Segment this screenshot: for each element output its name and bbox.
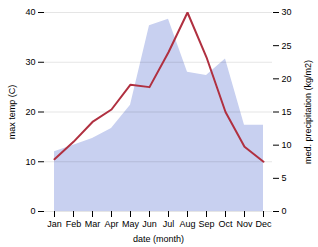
- svg-text:Dec: Dec: [255, 219, 272, 229]
- svg-text:Jul: Jul: [163, 219, 175, 229]
- svg-text:Oct: Oct: [218, 219, 233, 229]
- svg-text:date (month): date (month): [133, 234, 184, 244]
- svg-text:max temp (C): max temp (C): [7, 85, 17, 140]
- svg-text:Jun: Jun: [142, 219, 157, 229]
- svg-text:Jan: Jan: [47, 219, 62, 229]
- svg-text:Nov: Nov: [236, 219, 253, 229]
- svg-text:Feb: Feb: [66, 219, 82, 229]
- svg-text:30: 30: [282, 7, 292, 17]
- svg-text:15: 15: [282, 107, 292, 117]
- svg-text:0: 0: [30, 206, 35, 216]
- svg-text:Mar: Mar: [85, 219, 101, 229]
- svg-text:5: 5: [282, 173, 287, 183]
- svg-text:10: 10: [25, 157, 35, 167]
- svg-text:25: 25: [282, 41, 292, 51]
- svg-text:10: 10: [282, 140, 292, 150]
- svg-text:Sep: Sep: [198, 219, 214, 229]
- svg-text:med. precipitation (kg/m2): med. precipitation (kg/m2): [303, 60, 313, 164]
- svg-text:30: 30: [25, 57, 35, 67]
- svg-text:20: 20: [25, 107, 35, 117]
- svg-text:Aug: Aug: [179, 219, 195, 229]
- svg-text:20: 20: [282, 74, 292, 84]
- svg-text:0: 0: [282, 206, 287, 216]
- svg-text:Apr: Apr: [104, 219, 118, 229]
- svg-text:40: 40: [25, 7, 35, 17]
- svg-text:May: May: [122, 219, 140, 229]
